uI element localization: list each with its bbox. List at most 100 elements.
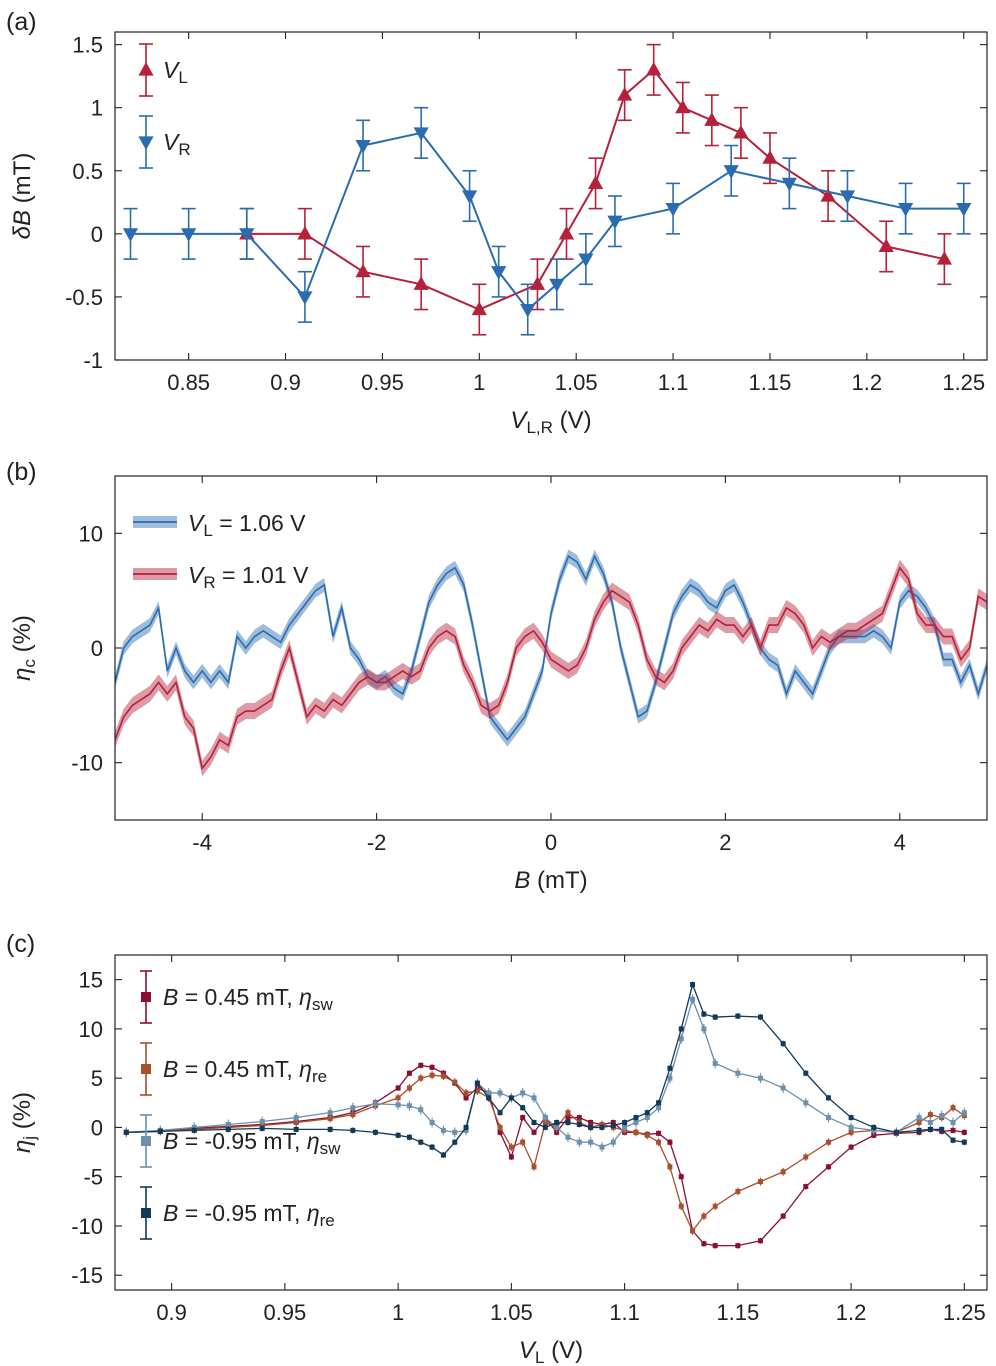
data-point	[531, 1120, 537, 1125]
data-point	[667, 1065, 673, 1071]
data-point	[622, 1120, 628, 1125]
data-point	[350, 1105, 356, 1111]
data-point	[617, 87, 633, 101]
data-point	[429, 1120, 435, 1125]
data-point	[701, 1011, 707, 1017]
data-point	[803, 1184, 809, 1190]
panel-label: (c)	[6, 930, 35, 958]
data-point	[678, 1174, 684, 1180]
data-point	[803, 1154, 809, 1160]
series-v-r	[122, 106, 972, 336]
legend-label: B = 0.45 mT, ηre	[163, 1056, 327, 1086]
data-point	[610, 1139, 616, 1145]
data-point	[531, 1095, 537, 1101]
data-point	[429, 1072, 435, 1078]
data-point	[656, 1130, 662, 1136]
series-3	[123, 981, 967, 1158]
data-point	[558, 225, 575, 240]
data-point	[259, 1119, 265, 1125]
legend: VL VR	[138, 43, 191, 169]
data-point	[549, 278, 565, 293]
data-point	[486, 1095, 492, 1101]
data-point	[599, 1144, 605, 1150]
data-point	[520, 1090, 526, 1096]
data-point	[413, 276, 429, 290]
legend-label: B = -0.95 mT, ηre	[163, 1200, 335, 1230]
data-point	[191, 1127, 197, 1133]
data-point	[898, 203, 914, 217]
data-point	[418, 1107, 424, 1113]
data-point	[225, 1121, 231, 1127]
data-point	[762, 150, 778, 164]
data-point	[531, 1129, 537, 1135]
y-tick-label: -0.5	[65, 285, 103, 310]
x-tick-label: 1.2	[852, 370, 883, 395]
data-point	[723, 165, 739, 179]
data-point	[607, 215, 623, 230]
data-point	[633, 1115, 639, 1121]
data-point	[542, 1115, 548, 1121]
y-tick-label: 1.5	[72, 33, 103, 58]
data-point	[735, 1013, 741, 1019]
data-point	[327, 1126, 333, 1132]
legend-marker	[138, 62, 154, 76]
data-point	[622, 1124, 628, 1130]
data-point	[440, 1152, 446, 1158]
data-point	[355, 263, 371, 278]
data-point	[259, 1125, 265, 1131]
axes-frame	[114, 954, 988, 1291]
data-point	[463, 1124, 469, 1130]
series-line	[115, 554, 987, 742]
data-point	[961, 1129, 967, 1135]
data-point	[418, 1139, 424, 1145]
data-point	[735, 1188, 741, 1194]
data-point	[327, 1110, 333, 1116]
data-point	[758, 1179, 764, 1185]
data-point	[508, 1154, 514, 1160]
data-point	[690, 996, 696, 1002]
x-tick-label: -2	[367, 830, 387, 855]
data-point	[372, 1101, 378, 1107]
data-point	[297, 225, 313, 240]
x-tick-label: -4	[192, 830, 212, 855]
data-point	[667, 1075, 673, 1081]
data-point	[395, 1085, 401, 1091]
plot-area	[123, 981, 967, 1249]
data-point	[825, 1095, 831, 1101]
x-tick-label: 1.05	[490, 1300, 533, 1325]
data-point	[474, 1080, 480, 1086]
data-point	[848, 1115, 854, 1121]
data-point	[735, 1243, 741, 1249]
legend-label: VR = 1.01 V	[188, 562, 309, 592]
data-point	[780, 1169, 786, 1175]
data-point	[656, 1105, 662, 1111]
data-point	[452, 1139, 458, 1145]
data-point	[497, 1110, 503, 1116]
data-point	[554, 1120, 560, 1125]
confidence-band	[115, 559, 987, 777]
data-point	[565, 1115, 571, 1121]
data-point	[350, 1127, 356, 1133]
data-point	[939, 1113, 945, 1119]
data-point	[463, 1095, 469, 1101]
data-point	[678, 1026, 684, 1032]
data-point	[825, 1164, 831, 1170]
data-point	[690, 1228, 696, 1234]
data-point	[225, 1126, 231, 1132]
data-point	[588, 1120, 594, 1125]
data-point	[452, 1079, 458, 1085]
data-point	[665, 203, 681, 217]
x-tick-label: 0.9	[270, 370, 301, 395]
data-point	[701, 1026, 707, 1032]
x-tick-label: 1.2	[836, 1300, 867, 1325]
legend-marker	[138, 136, 154, 150]
data-point	[372, 1129, 378, 1135]
data-point	[293, 1115, 299, 1121]
y-tick-label: -5	[83, 1165, 103, 1190]
data-point	[520, 1105, 526, 1111]
data-point	[825, 1115, 831, 1121]
legend-label: VL	[163, 57, 188, 87]
data-point	[395, 1102, 401, 1108]
y-tick-label: 0	[91, 1115, 103, 1140]
data-point	[927, 1112, 933, 1118]
